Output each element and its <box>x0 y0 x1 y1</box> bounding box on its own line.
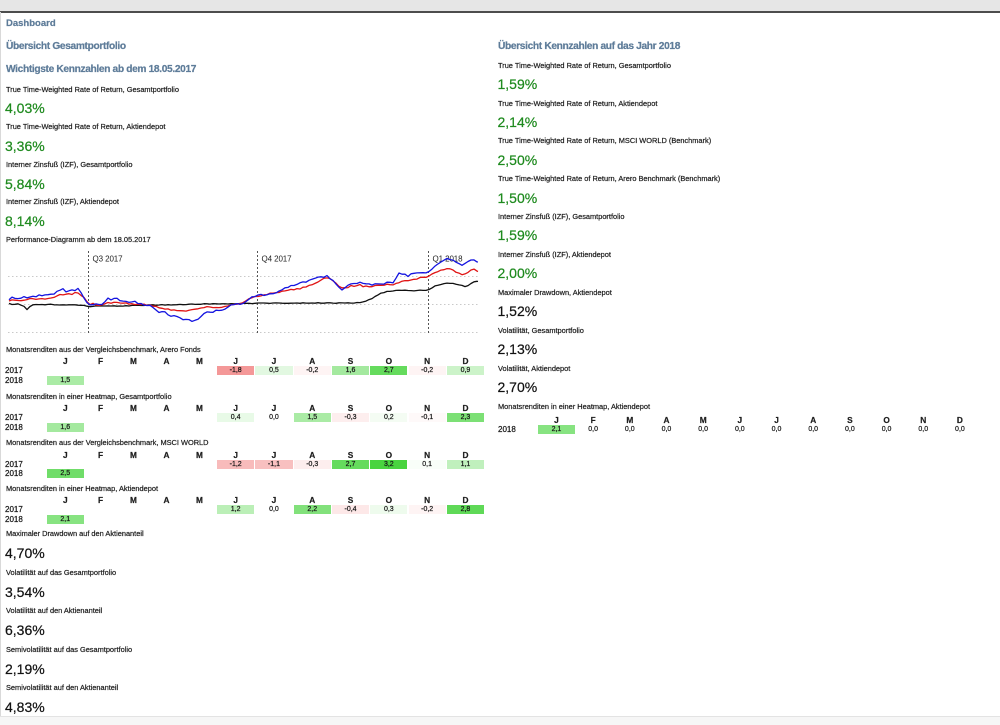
svg-text:Q4 2017: Q4 2017 <box>262 255 293 264</box>
svg-text:Q3 2017: Q3 2017 <box>93 255 124 264</box>
